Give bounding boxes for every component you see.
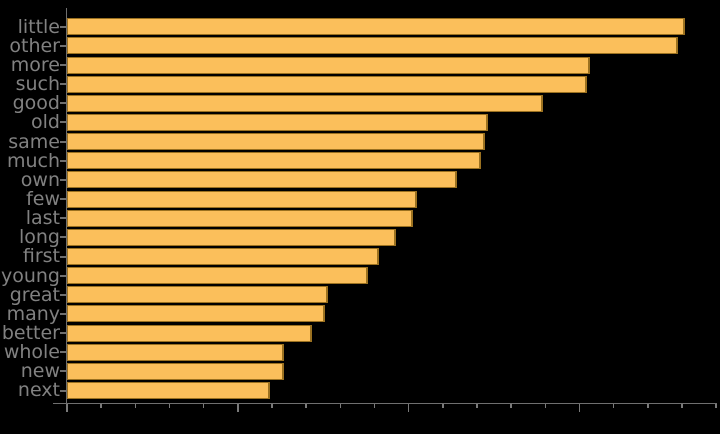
x-tick-minor bbox=[134, 404, 137, 408]
category-label: great bbox=[9, 283, 60, 306]
x-tick-minor bbox=[168, 404, 171, 408]
category-label: much bbox=[6, 149, 60, 172]
y-tick bbox=[60, 332, 66, 335]
bar-many bbox=[67, 305, 325, 323]
bar-next bbox=[67, 382, 270, 400]
bar-first bbox=[67, 248, 379, 265]
y-tick bbox=[60, 312, 66, 315]
category-label: good bbox=[12, 92, 60, 115]
y-tick bbox=[60, 25, 66, 28]
x-tick-minor bbox=[373, 404, 376, 408]
y-tick bbox=[60, 83, 66, 86]
x-tick-minor bbox=[442, 404, 444, 408]
bar-new bbox=[67, 362, 284, 380]
category-label: first bbox=[22, 245, 60, 268]
x-tick-minor bbox=[647, 404, 649, 408]
category-label: such bbox=[15, 73, 60, 96]
bar-whole bbox=[67, 343, 284, 361]
x-tick-minor bbox=[715, 404, 717, 408]
y-tick bbox=[60, 351, 66, 354]
y-tick bbox=[60, 159, 66, 162]
x-tick-major bbox=[66, 404, 68, 412]
y-tick bbox=[60, 102, 66, 105]
y-axis-line bbox=[65, 8, 67, 404]
category-label: next bbox=[17, 379, 60, 402]
bar-long bbox=[67, 228, 396, 246]
bar-last bbox=[67, 209, 413, 227]
y-tick bbox=[60, 178, 66, 181]
category-label: few bbox=[26, 187, 60, 210]
x-tick-minor bbox=[681, 404, 683, 408]
category-label: little bbox=[17, 15, 60, 38]
bar-few bbox=[67, 190, 417, 208]
x-axis-line bbox=[53, 402, 717, 404]
category-label: other bbox=[9, 34, 60, 57]
category-label: long bbox=[18, 226, 60, 249]
category-label: many bbox=[6, 302, 60, 325]
category-label: own bbox=[20, 168, 60, 191]
bar-other bbox=[67, 37, 678, 55]
y-tick bbox=[60, 274, 66, 277]
x-tick-minor bbox=[305, 404, 307, 408]
category-label: new bbox=[20, 360, 60, 383]
x-tick-minor bbox=[544, 404, 547, 408]
y-tick bbox=[60, 389, 66, 392]
bar-good bbox=[67, 94, 543, 112]
bar-same bbox=[67, 133, 485, 151]
bar-old bbox=[67, 113, 488, 131]
x-tick-major bbox=[407, 404, 410, 412]
x-tick-minor bbox=[202, 404, 205, 408]
x-tick-minor bbox=[100, 404, 102, 408]
bar-own bbox=[67, 171, 457, 189]
y-tick bbox=[60, 198, 66, 201]
x-tick-minor bbox=[476, 404, 478, 408]
y-tick bbox=[60, 236, 66, 239]
y-tick bbox=[60, 44, 66, 47]
y-tick bbox=[60, 293, 66, 296]
category-label: same bbox=[8, 130, 60, 153]
category-label: last bbox=[25, 207, 60, 230]
bar-great bbox=[67, 286, 328, 304]
x-tick-major bbox=[578, 404, 581, 412]
bar-more bbox=[67, 56, 590, 74]
x-tick-minor bbox=[339, 404, 342, 408]
x-tick-minor bbox=[612, 404, 615, 408]
y-tick bbox=[60, 140, 66, 143]
y-tick bbox=[60, 121, 66, 124]
y-tick bbox=[60, 255, 66, 258]
y-tick bbox=[60, 217, 66, 220]
bar-young bbox=[67, 267, 368, 285]
bar-such bbox=[67, 75, 587, 93]
category-label: whole bbox=[3, 341, 60, 364]
category-label: young bbox=[0, 264, 60, 287]
category-label: old bbox=[31, 111, 60, 134]
bar-better bbox=[67, 324, 312, 342]
y-tick bbox=[60, 64, 66, 66]
x-tick-minor bbox=[271, 404, 273, 408]
x-tick-major bbox=[237, 404, 239, 412]
category-label: better bbox=[1, 322, 60, 344]
category-label: more bbox=[10, 53, 60, 76]
y-tick bbox=[60, 370, 66, 373]
bar-much bbox=[67, 152, 481, 170]
bar-little bbox=[67, 18, 685, 36]
x-tick-minor bbox=[510, 404, 512, 408]
